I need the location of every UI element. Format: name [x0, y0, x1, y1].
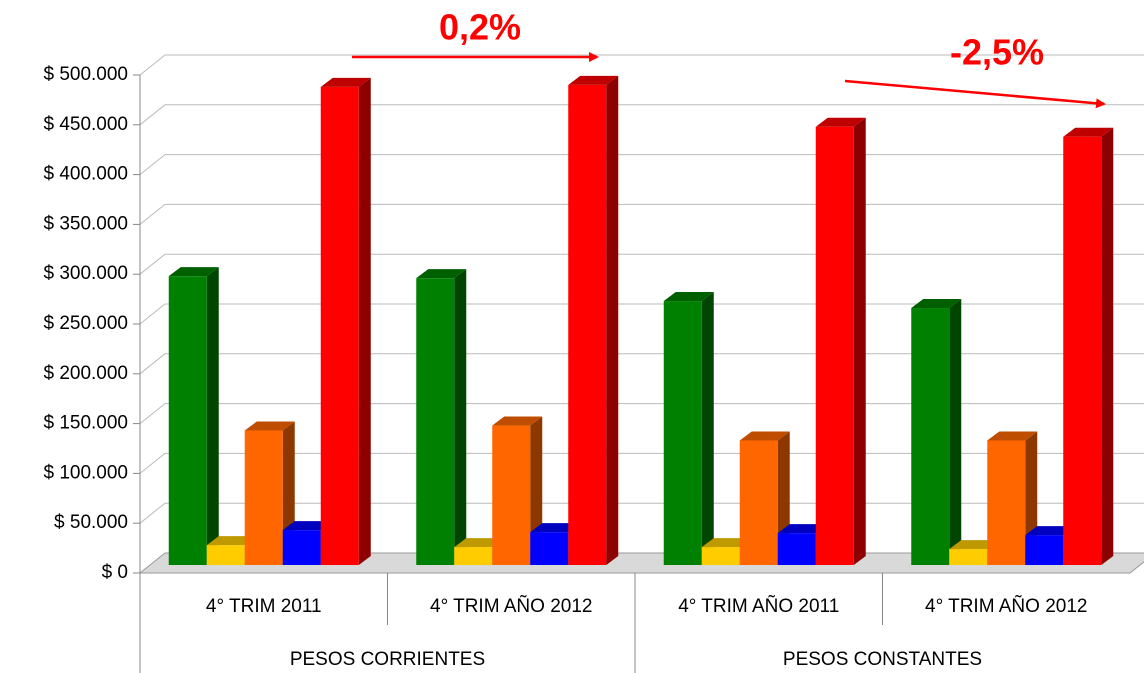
bar-top: [454, 538, 505, 548]
grid-line: [139, 253, 1144, 275]
bar-top: [320, 77, 371, 87]
x-tick-label: 4° TRIM AÑO 2012: [925, 595, 1087, 617]
bar-side: [1101, 127, 1114, 565]
grid-line: [139, 353, 1144, 375]
bar-side: [606, 75, 619, 565]
bar: [739, 440, 778, 565]
bar: [530, 532, 569, 565]
bar: [1025, 535, 1064, 565]
bar: [244, 430, 283, 565]
bar-top: [282, 521, 333, 531]
annotation-arrow: [844, 79, 1106, 109]
bar: [206, 545, 245, 565]
bar: [168, 276, 207, 565]
bar: [320, 86, 359, 566]
y-tick-label: $ 250.000: [43, 313, 128, 334]
bar: [1063, 136, 1102, 565]
bar: [282, 530, 321, 565]
grid-line: [139, 104, 1144, 126]
bar-top: [1063, 127, 1114, 137]
y-tick-label: $ 150.000: [43, 413, 128, 434]
bar: [568, 84, 607, 565]
bar-top: [739, 431, 790, 441]
group-label: PESOS CORRIENTES: [290, 649, 485, 670]
bar: [492, 425, 531, 565]
bar-top: [911, 299, 962, 309]
y-tick-label: $ 350.000: [43, 213, 128, 234]
annotation: -2,5%: [950, 32, 1044, 73]
bar-side: [701, 292, 714, 565]
bar-top: [492, 416, 543, 426]
bar-side: [206, 267, 219, 565]
bar: [416, 278, 455, 565]
bar: [949, 549, 988, 565]
x-tick-label: 4° TRIM AÑO 2012: [430, 595, 592, 617]
y-tick-label: $ 300.000: [43, 263, 128, 284]
bar-top: [1025, 526, 1076, 536]
x-tick-label: 4° TRIM 2011: [206, 596, 322, 617]
bar-top: [815, 117, 866, 127]
y-tick-label: $ 500.000: [43, 64, 128, 85]
bar-top: [701, 538, 752, 548]
bar-side: [853, 117, 866, 565]
bar: [454, 547, 493, 565]
bar-top: [568, 75, 619, 85]
bar-top: [949, 540, 1000, 550]
bar-top: [206, 536, 257, 546]
bar-top: [416, 269, 467, 279]
bar: [663, 301, 702, 565]
grid-line: [139, 403, 1144, 424]
grid-line: [139, 154, 1144, 175]
bar-side: [949, 299, 962, 565]
bar: [777, 533, 816, 565]
y-tick-label: $ 50.000: [54, 512, 128, 533]
bar-side: [454, 269, 467, 565]
bar: [987, 440, 1026, 565]
grid-line: [139, 303, 1144, 325]
bar-top: [987, 431, 1038, 441]
bar: [911, 308, 950, 565]
bar-top: [168, 267, 219, 277]
bar-top: [777, 524, 828, 534]
grid-line: [139, 54, 1144, 76]
grid-line: [139, 203, 1144, 225]
y-tick-label: $ 200.000: [43, 363, 128, 384]
annotation: 0,2%: [439, 7, 521, 48]
bar: [815, 126, 854, 565]
y-tick-label: $ 400.000: [43, 164, 128, 185]
bar-top: [530, 523, 581, 533]
bar-top: [663, 292, 714, 302]
bar: [701, 547, 740, 565]
y-tick-label: $ 0: [102, 562, 128, 583]
group-label: PESOS CONSTANTES: [783, 649, 982, 670]
x-tick-label: 4° TRIM AÑO 2011: [678, 595, 839, 617]
floor: [138, 552, 1144, 574]
bar-top: [244, 421, 295, 431]
y-tick-label: $ 450.000: [43, 114, 128, 135]
y-tick-label: $ 100.000: [43, 462, 128, 483]
bar-side: [358, 77, 371, 566]
